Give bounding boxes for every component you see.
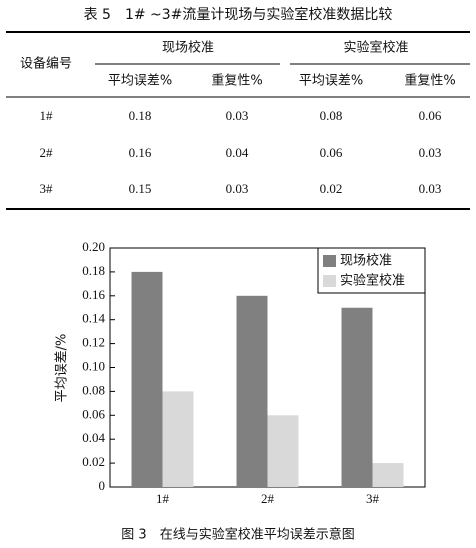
bar (372, 463, 404, 487)
legend-swatch (323, 255, 336, 267)
y-tick-label: 0.06 (82, 406, 105, 421)
legend-label: 实验室校准 (340, 273, 405, 289)
bar (162, 391, 194, 487)
y-tick-label: 0.12 (82, 335, 105, 350)
table-cell: 0.03 (226, 108, 249, 123)
header-cell: 设备编号 (20, 56, 72, 72)
legend-swatch (323, 275, 336, 287)
header-cell: 重复性% (404, 73, 455, 89)
table-cell: 0.16 (129, 145, 152, 160)
legend-label: 现场校准 (340, 253, 392, 269)
bar (267, 415, 299, 487)
table-cell: 0.03 (226, 181, 249, 196)
bar (236, 295, 268, 487)
y-tick-label: 0.02 (82, 454, 105, 469)
table-cell: 2# (40, 145, 54, 160)
y-tick-label: 0.08 (82, 382, 105, 397)
table-cell: 3# (40, 181, 54, 196)
header-cell: 平均误差% (299, 74, 363, 89)
x-tick-label: 1# (156, 491, 170, 506)
table-cell: 0.03 (419, 145, 442, 160)
bar (131, 271, 163, 487)
table-cell: 0.08 (320, 108, 343, 123)
y-tick-label: 0.16 (82, 287, 105, 302)
table-cell: 0.18 (129, 108, 152, 123)
y-tick-label: 0.14 (82, 311, 105, 326)
header-cell: 重复性% (211, 73, 262, 89)
header-cell: 平均误差% (108, 74, 172, 89)
bar (341, 307, 373, 487)
y-tick-label: 0.10 (82, 358, 105, 373)
table-cell: 0.02 (320, 181, 343, 196)
x-tick-label: 2# (261, 491, 275, 506)
table-cell: 0.06 (419, 108, 442, 123)
table-cell: 0.03 (419, 181, 442, 196)
table-cell: 0.15 (129, 181, 152, 196)
y-tick-label: 0 (99, 478, 106, 493)
y-tick-label: 0.04 (82, 430, 105, 445)
table-cell: 0.04 (226, 145, 249, 160)
y-tick-label: 0.20 (82, 239, 105, 254)
header-cell: 实验室校准 (343, 40, 408, 56)
header-cell: 现场校准 (162, 40, 214, 56)
y-axis-label: 平均误差/% (55, 334, 70, 403)
caption: 图 3 在线与实验室校准平均误差示意图 (121, 527, 354, 543)
x-tick-label: 3# (366, 491, 380, 506)
table-title: 表 5 1# ~3#流量计现场与实验室校准数据比较 (84, 6, 393, 23)
y-tick-label: 0.18 (82, 263, 105, 278)
table-cell: 0.06 (320, 145, 343, 160)
table-cell: 1# (40, 108, 54, 123)
